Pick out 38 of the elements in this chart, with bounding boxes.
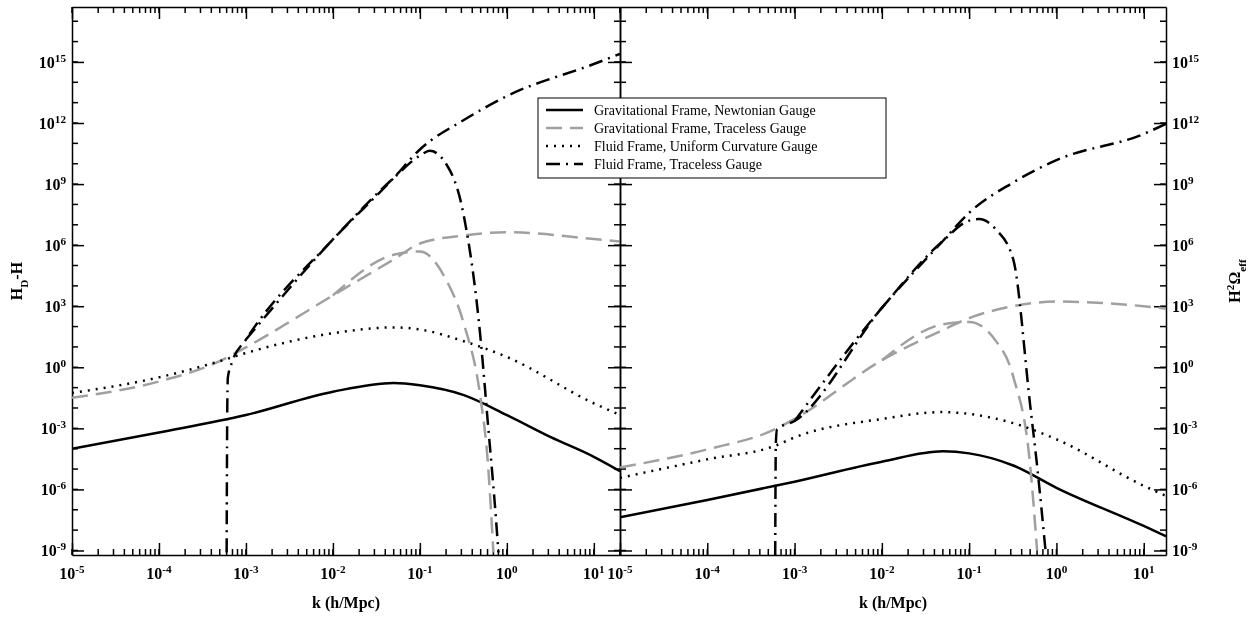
x-tick-label: 10$^{-5}$ [59, 563, 86, 582]
x-tick-label: 10$^{0}$ [496, 563, 519, 582]
x-tick-label: 10$^{1}$ [583, 563, 606, 582]
x-tick-label: 10$^{-3}$ [781, 563, 808, 582]
y-tick-label: 10$^{0}$ [1172, 357, 1194, 377]
x-tick-label: 10$^{-2}$ [869, 563, 895, 582]
y-tick-label: 10$^{-9}$ [40, 540, 67, 560]
y-tick-label: 10$^{0}$ [44, 357, 67, 377]
x-tick-label: 10$^{-1}$ [407, 563, 433, 582]
legend-label: Fluid Frame, Traceless Gauge [594, 157, 762, 172]
x-tick-label: 10$^{-3}$ [233, 563, 259, 582]
y-tick-label: 10$^{3}$ [44, 296, 67, 316]
y-tick-label: 10$^{-3}$ [40, 418, 67, 438]
y-tick-label: 10$^{6}$ [44, 235, 67, 255]
x-tick-label: 10$^{0}$ [1045, 563, 1068, 582]
x-tick-label: 10$^{-4}$ [146, 563, 173, 582]
y-tick-label: 10$^{-9}$ [1172, 540, 1198, 560]
y-tick-label: 10$^{9}$ [1172, 174, 1194, 194]
legend-label: Gravitational Frame, Traceless Gauge [594, 121, 807, 136]
x-tick-label: 10$^{-4}$ [694, 563, 721, 582]
y-tick-label: 10$^{12}$ [1172, 113, 1200, 133]
y-tick-label: 10$^{12}$ [38, 113, 67, 133]
y-tick-label: 10$^{9}$ [44, 174, 67, 194]
x-tick-label: 10$^{-2}$ [320, 563, 346, 582]
x-tick-label: 10$^{1}$ [1132, 563, 1155, 582]
y-tick-label: 10$^{-6}$ [40, 479, 67, 499]
y-tick-label: 10$^{15}$ [38, 51, 67, 71]
legend-label: Gravitational Frame, Newtonian Gauge [594, 103, 816, 118]
y-tick-label: 10$^{6}$ [1172, 235, 1194, 255]
y-tick-label: 10$^{-3}$ [1172, 418, 1198, 438]
legend-label: Fluid Frame, Uniform Curvature Gauge [594, 139, 818, 154]
y-tick-label: 10$^{3}$ [1172, 296, 1194, 316]
x-tick-label: 10$^{-5}$ [607, 563, 634, 582]
y-tick-label: 10$^{15}$ [1172, 51, 1200, 71]
x-tick-label: 10$^{-1}$ [956, 563, 983, 582]
x-axis-title: k (h/Mpc) [312, 594, 380, 612]
y-tick-label: 10$^{-6}$ [1172, 479, 1198, 499]
x-axis-title: k (h/Mpc) [859, 594, 927, 612]
